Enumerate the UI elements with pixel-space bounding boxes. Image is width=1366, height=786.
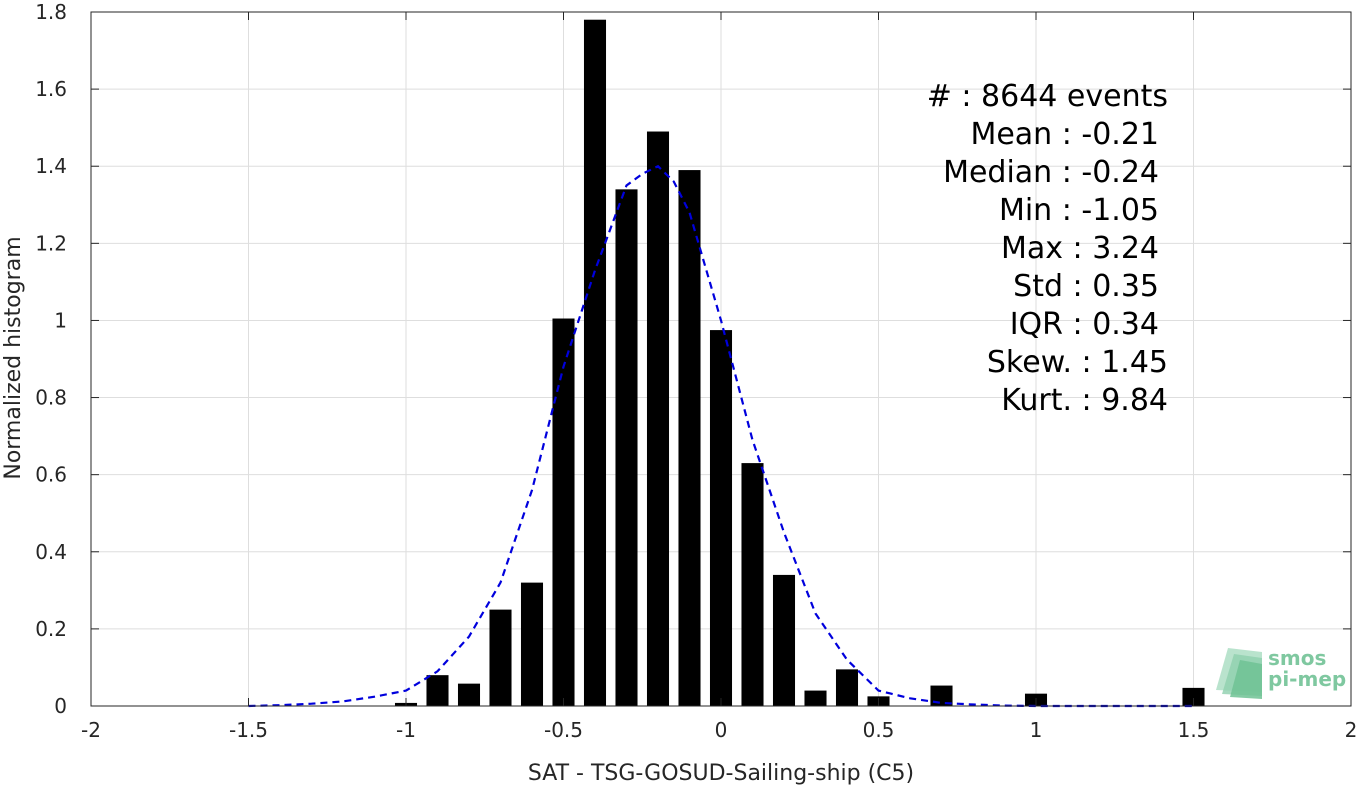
stat-min: Min : -1.05 bbox=[999, 193, 1159, 228]
y-tick-label: 1.4 bbox=[35, 154, 67, 178]
x-axis-ticks: -2 -1.5 -1 -0.5 0 0.5 1 1.5 2 bbox=[81, 12, 1357, 742]
stat-max: Max : 3.24 bbox=[1001, 231, 1159, 266]
logo-text-line1: smos bbox=[1268, 646, 1326, 670]
histogram-bar bbox=[615, 189, 638, 706]
x-tick-label: 0 bbox=[715, 718, 728, 742]
histogram-bar bbox=[804, 690, 827, 706]
y-tick-label: 0 bbox=[54, 694, 67, 718]
stat-skew: Skew. : 1.45 bbox=[987, 345, 1168, 380]
x-tick-label: -1.5 bbox=[229, 718, 268, 742]
x-tick-label: 2 bbox=[1345, 718, 1358, 742]
stat-count: # : 8644 events bbox=[927, 79, 1168, 114]
histogram-bar bbox=[678, 170, 701, 707]
histogram-bar bbox=[646, 131, 670, 706]
y-tick-label: 0.4 bbox=[35, 540, 67, 564]
stat-mean: Mean : -0.21 bbox=[970, 117, 1159, 152]
stat-median: Median : -0.24 bbox=[943, 155, 1159, 190]
stat-std: Std : 0.35 bbox=[1013, 269, 1159, 304]
histogram-bar bbox=[583, 19, 607, 706]
y-tick-label: 0.2 bbox=[35, 617, 67, 641]
histogram-bar bbox=[426, 675, 449, 706]
x-tick-label: 1.5 bbox=[1178, 718, 1210, 742]
logo-mark-icon bbox=[1216, 648, 1262, 699]
x-tick-label: -0.5 bbox=[544, 718, 583, 742]
histogram-bar bbox=[772, 574, 796, 706]
histogram-bar bbox=[552, 318, 575, 706]
smos-pimep-logo: smos pi-mep bbox=[1216, 646, 1346, 699]
x-tick-label: 0.5 bbox=[863, 718, 895, 742]
fit-curve bbox=[248, 164, 1194, 708]
x-tick-label: 1 bbox=[1030, 718, 1043, 742]
fit-curve-layer bbox=[248, 164, 1194, 708]
y-tick-label: 0.8 bbox=[35, 386, 67, 410]
histogram-bar bbox=[930, 685, 953, 706]
histogram-bar bbox=[1182, 687, 1205, 706]
histogram-bar bbox=[741, 463, 764, 706]
y-tick-label: 1.2 bbox=[35, 231, 67, 255]
y-axis-ticks: 0 0.2 0.4 0.6 0.8 1 1.2 1.4 1.6 1.8 bbox=[35, 0, 1351, 718]
x-axis-label: SAT - TSG-GOSUD-Sailing-ship (C5) bbox=[528, 761, 914, 786]
y-tick-label: 0.6 bbox=[35, 463, 67, 487]
stats-box: # : 8644 events Mean : -0.21 Median : -0… bbox=[927, 79, 1168, 418]
y-tick-label: 1.6 bbox=[35, 77, 67, 101]
histogram-bar bbox=[489, 609, 512, 706]
histogram-bar bbox=[457, 683, 481, 706]
y-tick-label: 1.8 bbox=[35, 0, 67, 24]
histogram-bars bbox=[394, 19, 1205, 707]
logo-text-line2: pi-mep bbox=[1268, 667, 1346, 691]
x-tick-label: -2 bbox=[81, 718, 101, 742]
histogram-bar bbox=[709, 330, 733, 706]
histogram-bar bbox=[835, 669, 859, 706]
y-axis-label: Normalized histogram bbox=[1, 236, 26, 479]
stat-iqr: IQR : 0.34 bbox=[1010, 307, 1159, 342]
x-tick-label: -1 bbox=[396, 718, 416, 742]
histogram-bar bbox=[520, 582, 544, 706]
stat-kurt: Kurt. : 9.84 bbox=[1001, 383, 1168, 418]
y-tick-label: 1 bbox=[54, 308, 67, 332]
